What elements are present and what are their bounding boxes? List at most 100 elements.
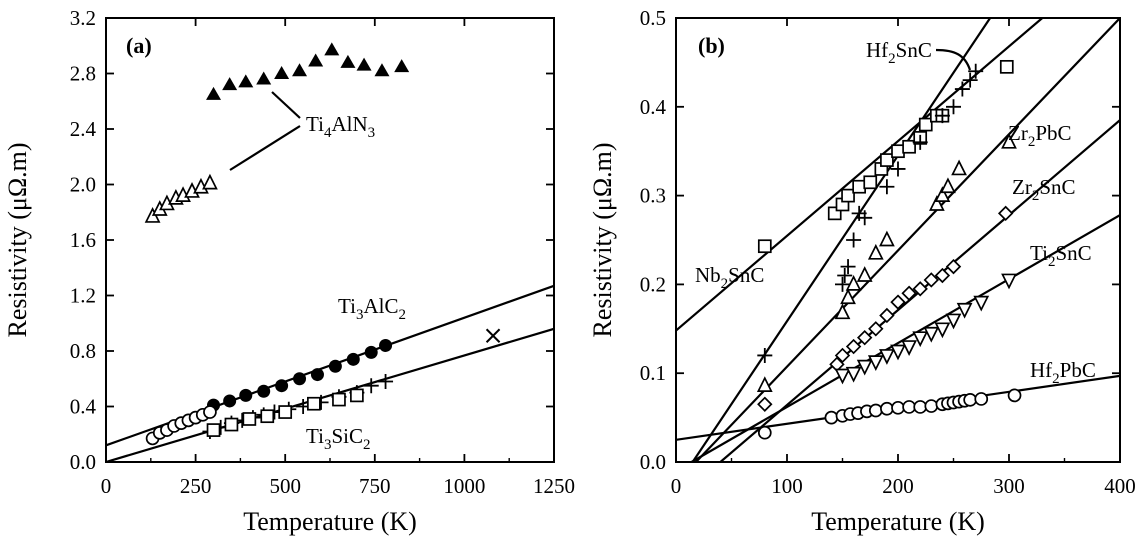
point-hf2snc-plus — [837, 268, 853, 284]
point-zr2pbc-open-triangle — [834, 303, 851, 320]
panel-a-label: (a) — [126, 33, 152, 58]
point-ti3sic2-plus — [378, 374, 394, 390]
point-ti3sic2-open-square — [224, 417, 239, 432]
panel-a-y-tick-label: 2.8 — [70, 62, 96, 86]
point-ti3alc2-filled-circle — [346, 352, 360, 366]
panel-b-plot-frame — [675, 17, 1121, 463]
panel-b-x-tick-label: 100 — [771, 474, 803, 498]
point-ti3alc2-open-circle — [203, 405, 217, 419]
point-ti3sic2-open-square — [260, 409, 275, 424]
panel-a-y-axis-title: Resistivity (μΩ.m) — [3, 142, 32, 337]
point-ti4aln3-filled-triangle — [274, 66, 290, 79]
panel-a-y-tick-label: 2.0 — [70, 173, 96, 197]
hf2snc-label: Hf2SnC — [866, 38, 932, 67]
point-ti4aln3-filled-triangle — [256, 71, 272, 85]
point-hf2snc-plus — [890, 161, 906, 177]
panel-b-ticks: 0 100 200 300 400 0.0 0.1 0.2 0.3 0.4 0.5 — [640, 6, 1136, 498]
point-zr2pbc-open-triangle — [934, 186, 951, 202]
point-hf2pbc-open-circle — [891, 400, 905, 415]
point-hf2pbc-open-circle — [868, 403, 883, 418]
point-hf2pbc-open-circle — [824, 410, 839, 425]
point-ti3sic2-open-square — [242, 412, 257, 426]
panel-b-y-axis-title: Resistivity (μΩ.m) — [588, 142, 617, 337]
point-zr2pbc-open-triangle — [845, 274, 862, 291]
point-ti2snc-open-down-triangle — [923, 326, 940, 343]
point-nb2snc-open-square — [999, 59, 1014, 74]
point-hf2pbc-open-circle — [902, 400, 916, 414]
point-hf2snc-plus — [962, 72, 978, 88]
point-hf2pbc-open-circle — [1007, 388, 1022, 403]
point-hf2pbc-open-circle — [924, 399, 939, 413]
point-ti3alc2-filled-circle — [223, 394, 237, 408]
point-ti2snc-open-down-triangle — [956, 302, 973, 319]
point-hf2snc-plus — [857, 210, 873, 226]
point-ti4aln3-filled-triangle — [394, 59, 410, 73]
point-zr2pbc-open-triangle — [940, 177, 956, 194]
point-ti4aln3-filled-triangle — [292, 63, 308, 77]
panel-b-y-tick-label: 0.2 — [640, 272, 666, 296]
panel-b-y-tick-label: 0.4 — [640, 95, 667, 119]
point-zr2pbc-open-triangle — [840, 288, 856, 305]
point-hf2snc-plus — [912, 134, 928, 150]
point-zr2snc-open-diamond — [868, 321, 884, 337]
panel-a-x-tick-label: 500 — [269, 474, 301, 498]
point-ti2snc-open-down-triangle — [856, 359, 873, 376]
point-zr2pbc-open-triangle — [879, 230, 895, 247]
panel-b: 0 100 200 300 400 0.0 0.1 0.2 0.3 0.4 0.5 (b) Temp… — [588, 6, 1136, 536]
point-zr2pbc-open-triangle — [856, 266, 873, 282]
point-ti2snc-open-down-triangle — [845, 366, 862, 383]
point-ti3alc2-filled-circle — [379, 338, 393, 352]
ti4aln3-leader-upper — [271, 91, 301, 119]
point-zr2snc-open-diamond — [856, 329, 873, 346]
point-ti3alc2-filled-circle — [310, 368, 324, 382]
point-ti4aln3-filled-triangle — [374, 63, 390, 77]
panel-b-y-tick-label: 0.5 — [640, 6, 666, 30]
point-zr2snc-open-diamond — [757, 396, 773, 412]
panel-a-x-tick-label: 0 — [101, 474, 112, 498]
panel-b-y-tick-label: 0.3 — [640, 184, 666, 208]
panel-a-x-tick-label: 1000 — [443, 474, 485, 498]
hf2snc-leader — [935, 48, 972, 71]
point-ti3alc2-filled-circle — [328, 359, 342, 373]
point-ti4aln3-filled-triangle — [206, 86, 222, 100]
zr2pbc-label: Zr2PbC — [1008, 121, 1072, 150]
point-nb2snc-open-square — [757, 239, 772, 254]
point-zr2snc-open-diamond — [879, 307, 895, 324]
point-zr2snc-open-diamond — [890, 294, 906, 310]
point-hf2snc-plus — [954, 81, 970, 97]
point-hf2snc-plus — [835, 276, 850, 292]
panel-b-y-tick-label: 0.0 — [640, 450, 666, 474]
point-hf2pbc-open-circle — [913, 400, 928, 414]
point-ti3sic2-open-square — [278, 405, 293, 419]
point-nb2snc-open-square — [863, 175, 878, 190]
point-hf2snc-plus — [879, 179, 895, 195]
ti2snc-label: Ti2SnC — [1030, 241, 1092, 270]
point-hf2pbc-open-circle — [880, 401, 894, 416]
point-nb2snc-open-square — [880, 153, 894, 167]
point-ti4aln3-filled-triangle — [238, 74, 254, 88]
panel-b-data-marks — [756, 59, 1022, 440]
panel-a-x-tick-label: 1250 — [533, 474, 575, 498]
point-ti2snc-open-down-triangle — [912, 331, 929, 348]
point-ti3sic2-open-square — [350, 388, 364, 403]
point-zr2snc-open-diamond — [997, 205, 1014, 222]
panel-b-y-tick-label: 0.1 — [640, 361, 666, 385]
hf2pbc-label: Hf2PbC — [1030, 358, 1096, 387]
point-zr2snc-open-diamond — [912, 281, 928, 297]
ti3sic2-label: Ti3SiC2 — [306, 424, 370, 453]
panel-a-x-tick-label: 250 — [180, 474, 212, 498]
panel-a-y-tick-label: 0.8 — [70, 339, 96, 363]
point-ti2snc-open-down-triangle — [934, 322, 951, 339]
point-hf2snc-plus — [840, 259, 856, 275]
point-nb2snc-open-square — [841, 188, 855, 203]
point-ti3sic2-open-square — [206, 423, 221, 437]
panel-a-x-tick-label: 750 — [359, 474, 391, 498]
point-zr2snc-open-diamond — [834, 347, 851, 364]
point-hf2snc-plus — [846, 232, 862, 248]
point-nb2snc-open-square — [918, 117, 933, 132]
point-hf2pbc-open-circle — [757, 425, 772, 440]
panel-a-x-axis-title: Temperature (K) — [243, 507, 417, 536]
point-ti3sic2-plus — [363, 378, 379, 394]
panel-b-x-tick-label: 300 — [993, 474, 1025, 498]
